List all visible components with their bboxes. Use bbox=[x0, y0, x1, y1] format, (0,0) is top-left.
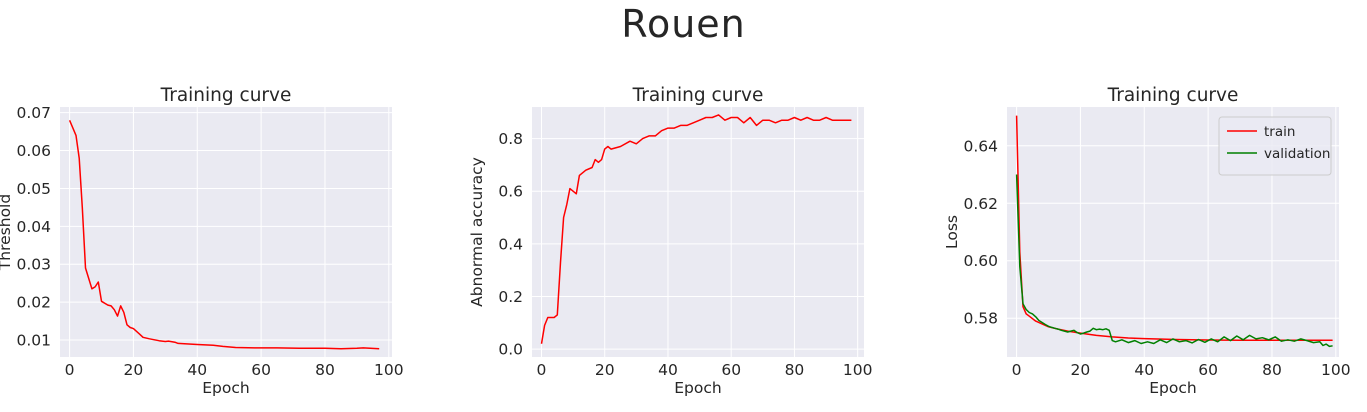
chart-title: Training curve bbox=[1107, 85, 1239, 106]
y-tick-label: 0.0 bbox=[498, 341, 523, 359]
chart-title: Training curve bbox=[160, 85, 292, 106]
x-tick-label: 40 bbox=[1134, 361, 1154, 379]
y-tick-label: 0.07 bbox=[16, 104, 51, 122]
x-tick-label: 20 bbox=[1071, 361, 1091, 379]
y-tick-label: 0.02 bbox=[16, 294, 51, 312]
x-tick-label: 20 bbox=[124, 361, 144, 379]
x-tick-label: 40 bbox=[187, 361, 207, 379]
y-tick-label: 0.64 bbox=[963, 137, 998, 155]
y-axis-label: Loss bbox=[943, 215, 961, 249]
x-tick-label: 0 bbox=[537, 361, 547, 379]
y-tick-label: 0.2 bbox=[498, 288, 523, 306]
y-tick-label: 0.05 bbox=[16, 180, 51, 198]
x-axis-label: Epoch bbox=[674, 379, 721, 397]
plot-background bbox=[60, 107, 392, 357]
plot-background bbox=[532, 107, 864, 357]
chart-panel-1: 0 20 40 60 80 100 0.01 0.02 0.03 0.04 0.05 0.06 0.07… bbox=[0, 85, 404, 397]
x-axis-label: Epoch bbox=[1149, 379, 1196, 397]
y-tick-label: 0.8 bbox=[498, 130, 523, 148]
x-tick-label: 80 bbox=[785, 361, 805, 379]
y-axis-label: Threshold bbox=[0, 194, 14, 271]
y-axis-label: Abnormal accuracy bbox=[468, 157, 486, 307]
x-tick-label: 40 bbox=[658, 361, 678, 379]
legend-label: validation bbox=[1264, 146, 1330, 162]
y-tick-label: 0.60 bbox=[963, 252, 998, 270]
y-tick-label: 0.4 bbox=[498, 235, 523, 253]
legend-label: train bbox=[1264, 124, 1295, 140]
y-tick-label: 0.06 bbox=[16, 142, 51, 160]
x-tick-label: 60 bbox=[1198, 361, 1218, 379]
x-tick-label: 20 bbox=[595, 361, 615, 379]
series-line-series-1 bbox=[540, 114, 852, 344]
x-tick-label: 60 bbox=[251, 361, 271, 379]
x-tick-label: 0 bbox=[65, 361, 75, 379]
x-axis-label: Epoch bbox=[202, 379, 249, 397]
x-tick-label: 80 bbox=[1262, 361, 1282, 379]
y-tick-label: 0.58 bbox=[963, 310, 998, 328]
x-tick-label: 0 bbox=[1012, 361, 1022, 379]
x-tick-label: 60 bbox=[721, 361, 741, 379]
chart-panel-3: 0 20 40 60 80 100 0.58 0.60 0.62 0.64 Training cur… bbox=[943, 85, 1351, 397]
x-tick-label: 80 bbox=[315, 361, 335, 379]
chart-title: Training curve bbox=[632, 85, 764, 106]
y-tick-label: 0.03 bbox=[16, 256, 51, 274]
figure-title: Rouen bbox=[621, 2, 746, 46]
series-line-validation bbox=[1015, 174, 1333, 348]
y-tick-label: 0.6 bbox=[498, 183, 523, 201]
x-tick-label: 100 bbox=[374, 361, 404, 379]
y-tick-label: 0.04 bbox=[16, 218, 51, 236]
series-line-series-1 bbox=[68, 120, 380, 350]
y-tick-label: 0.01 bbox=[16, 331, 51, 349]
x-tick-label: 100 bbox=[1321, 361, 1351, 379]
legend: train validation bbox=[1218, 116, 1332, 176]
chart-panel-2: 0 20 40 60 80 100 0.0 0.2 0.4 0.6 0.8 Training curv… bbox=[468, 85, 872, 397]
x-tick-label: 100 bbox=[843, 361, 873, 379]
y-tick-label: 0.62 bbox=[963, 195, 998, 213]
